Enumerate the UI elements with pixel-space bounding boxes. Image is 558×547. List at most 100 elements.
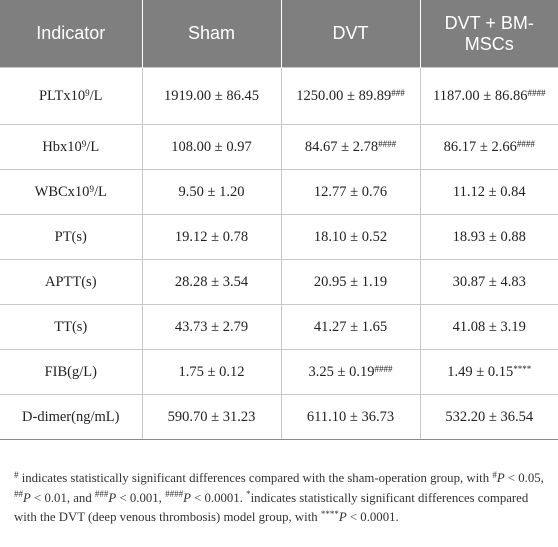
value-text: 19.12 ± 0.78 <box>174 229 249 245</box>
table-row: PT(s) 19.12 ± 0.78 18.10 ± 0.52 18.93 ± 0.8… <box>0 214 558 260</box>
indicator-cell: WBCx109/L <box>0 169 142 215</box>
value-cell-sham: 19.12 ± 0.78 <box>141 214 281 260</box>
header-indicator: Indicator <box>0 0 142 68</box>
value-cell-dvt: 41.27 ± 1.65 <box>280 304 420 350</box>
value-text: 1187.00 ± 86.86 <box>433 88 528 104</box>
indicator-cell: APTT(s) <box>0 259 142 305</box>
footnote-star-mark: * <box>246 489 251 499</box>
header-dvt: DVT <box>280 0 420 68</box>
footnote-line2: indicates statistically significant diff… <box>14 490 529 525</box>
value-cell-dvt: 12.77 ± 0.76 <box>280 169 420 215</box>
p4-letter: P <box>183 490 191 505</box>
header-sham: Sham <box>141 0 281 68</box>
value-cell-bm: 30.87 ± 4.83 <box>419 259 558 305</box>
p2-mark: ## <box>14 489 23 499</box>
value-text: 84.67 ± 2.78 <box>304 139 379 155</box>
indicator-cell: Hbx109/L <box>0 124 142 170</box>
indicator-unit: /L <box>86 139 100 155</box>
value-text: 532.20 ± 36.54 <box>445 409 534 425</box>
table-row: APTT(s) 28.28 ± 3.54 20.95 ± 1.19 30.87 ± 4… <box>0 259 558 305</box>
value-text: 1.49 ± 0.15 <box>447 364 514 380</box>
value-text: 20.95 ± 1.19 <box>313 274 388 290</box>
value-cell-dvt: 18.10 ± 0.52 <box>280 214 420 260</box>
p3-mark: ### <box>94 489 109 499</box>
value-cell-dvt: 84.67 ± 2.78#### <box>280 124 420 170</box>
value-text: 108.00 ± 0.97 <box>171 139 252 155</box>
p2-text: < 0.01, and <box>30 490 95 505</box>
value-cell-sham: 108.00 ± 0.97 <box>141 124 281 170</box>
p1-text: < 0.05, <box>504 471 544 485</box>
indicator-cell: PT(s) <box>0 214 142 260</box>
value-text: 611.10 ± 36.73 <box>306 409 395 425</box>
value-cell-sham: 590.70 ± 31.23 <box>141 394 281 440</box>
value-cell-bm: 1.49 ± 0.15**** <box>419 349 558 395</box>
footnote-line1: indicates statistically significant diff… <box>18 471 493 485</box>
indicator-name: FIB(g/L) <box>44 364 97 380</box>
p1-letter: P <box>496 471 505 485</box>
value-cell-sham: 1.75 ± 0.12 <box>141 349 281 395</box>
p4-mark: #### <box>165 489 184 499</box>
table-row: PLTx109/L 1919.00 ± 86.45 1250.00 ± 89.89#… <box>0 67 558 125</box>
significance-mark: #### <box>374 363 393 374</box>
indicator-unit: /L <box>93 184 107 200</box>
indicator-table: Indicator Sham DVT DVT + BM-MSCs PLTx109… <box>0 0 558 440</box>
p3-text: < 0.001, <box>116 490 166 505</box>
indicator-name: D-dimer(ng/mL) <box>22 409 120 425</box>
indicator-unit: /L <box>89 88 103 104</box>
value-cell-sham: 28.28 ± 3.54 <box>141 259 281 305</box>
value-text: 86.17 ± 2.66 <box>443 139 517 155</box>
value-cell-dvt: 1250.00 ± 89.89### <box>280 67 420 125</box>
indicator-exponent: 9 <box>85 87 90 98</box>
table-row: Hbx109/L 108.00 ± 0.97 84.67 ± 2.78#### 86.… <box>0 124 558 170</box>
value-cell-sham: 9.50 ± 1.20 <box>141 169 281 215</box>
significance-mark: #### <box>378 138 397 149</box>
value-cell-dvt: 20.95 ± 1.19 <box>280 259 420 305</box>
value-cell-bm: 18.93 ± 0.88 <box>419 214 558 260</box>
significance-mark: #### <box>527 87 546 98</box>
value-text: 41.27 ± 1.65 <box>313 319 388 335</box>
footnote-hash-mark: # <box>14 469 19 480</box>
indicator-name: Hbx10 <box>42 139 82 155</box>
indicator-name: WBCx10 <box>34 184 90 200</box>
p2-letter: P <box>23 490 31 505</box>
value-text: 1919.00 ± 86.45 <box>164 88 259 104</box>
significance-mark: **** <box>513 363 532 374</box>
value-text: 11.12 ± 0.84 <box>452 184 526 200</box>
indicator-name: TT(s) <box>54 319 88 335</box>
value-cell-bm: 532.20 ± 36.54 <box>419 394 558 440</box>
value-text: 1250.00 ± 89.89 <box>296 88 392 104</box>
indicator-cell: FIB(g/L) <box>0 349 142 395</box>
value-text: 43.73 ± 2.79 <box>174 319 249 335</box>
value-cell-bm: 1187.00 ± 86.86#### <box>419 67 558 125</box>
value-text: 30.87 ± 4.83 <box>452 274 526 290</box>
table-row: TT(s) 43.73 ± 2.79 41.27 ± 1.65 41.08 ± 3.1… <box>0 304 558 350</box>
value-cell-sham: 43.73 ± 2.79 <box>141 304 281 350</box>
indicator-cell: D-dimer(ng/mL) <box>0 394 142 440</box>
indicator-cell: PLTx109/L <box>0 67 142 125</box>
table-row: WBCx109/L 9.50 ± 1.20 12.77 ± 0.76 11.12 ± … <box>0 169 558 215</box>
value-cell-dvt: 3.25 ± 0.19#### <box>280 349 420 395</box>
value-cell-sham: 1919.00 ± 86.45 <box>141 67 281 125</box>
indicator-cell: TT(s) <box>0 304 142 350</box>
table-row: FIB(g/L) 1.75 ± 0.12 3.25 ± 0.19#### 1.49 ±… <box>0 349 558 395</box>
indicator-exponent: 9 <box>81 138 87 149</box>
indicator-name: PT(s) <box>54 229 87 245</box>
p5-text: < 0.0001. <box>346 510 399 524</box>
table-footnote: # indicates statistically significant di… <box>14 469 546 528</box>
p1-mark: # <box>492 469 497 480</box>
table-header-row: Indicator Sham DVT DVT + BM-MSCs <box>0 0 558 68</box>
value-cell-bm: 86.17 ± 2.66#### <box>419 124 558 170</box>
p3-letter: P <box>108 490 117 505</box>
value-text: 3.25 ± 0.19 <box>308 364 375 380</box>
indicator-exponent: 9 <box>89 183 94 194</box>
table-row: D-dimer(ng/mL) 590.70 ± 31.23 611.10 ± 36.… <box>0 394 558 440</box>
p4-text: < 0.0001. <box>190 490 247 505</box>
value-text: 1.75 ± 0.12 <box>178 364 245 380</box>
value-cell-bm: 41.08 ± 3.19 <box>419 304 558 350</box>
value-text: 18.93 ± 0.88 <box>452 229 526 245</box>
value-text: 41.08 ± 3.19 <box>452 319 526 335</box>
value-text: 28.28 ± 3.54 <box>174 274 249 290</box>
indicator-name: PLTx10 <box>38 88 86 104</box>
value-text: 18.10 ± 0.52 <box>313 229 388 245</box>
header-dvt-bm-mscs-label: DVT + BM-MSCs <box>444 12 534 54</box>
